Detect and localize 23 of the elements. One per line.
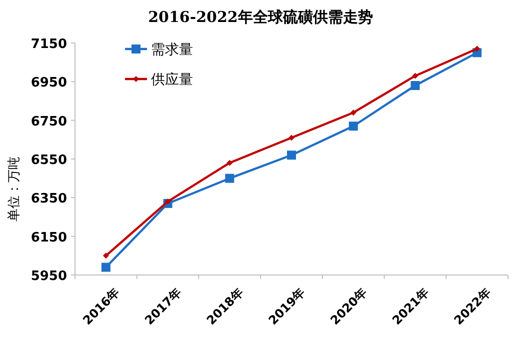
point (474, 46, 480, 52)
legend-label: 供应量 (151, 72, 193, 88)
point (101, 262, 110, 272)
point (410, 81, 420, 90)
point (412, 72, 418, 79)
y-tick-label: 6350 (30, 192, 67, 207)
y-axis-title: 单位：万吨 (7, 156, 22, 222)
point (102, 252, 109, 259)
y-tick-label: 6950 (30, 76, 67, 91)
point (164, 198, 171, 205)
point (288, 134, 294, 141)
point (287, 150, 296, 160)
y-tick-label: 7150 (30, 37, 67, 52)
point (350, 110, 356, 116)
y-tick-label: 6750 (30, 114, 67, 130)
legend-label: 需求量 (151, 42, 193, 58)
y-tick-label: 5950 (30, 269, 67, 284)
y-tick-label: 6550 (30, 153, 67, 168)
chart-title: 2016-2022年全球硫磺供需走势 (148, 8, 373, 26)
point (225, 174, 234, 183)
point (226, 160, 233, 166)
point (348, 122, 358, 131)
y-tick-label: 6150 (30, 230, 67, 246)
